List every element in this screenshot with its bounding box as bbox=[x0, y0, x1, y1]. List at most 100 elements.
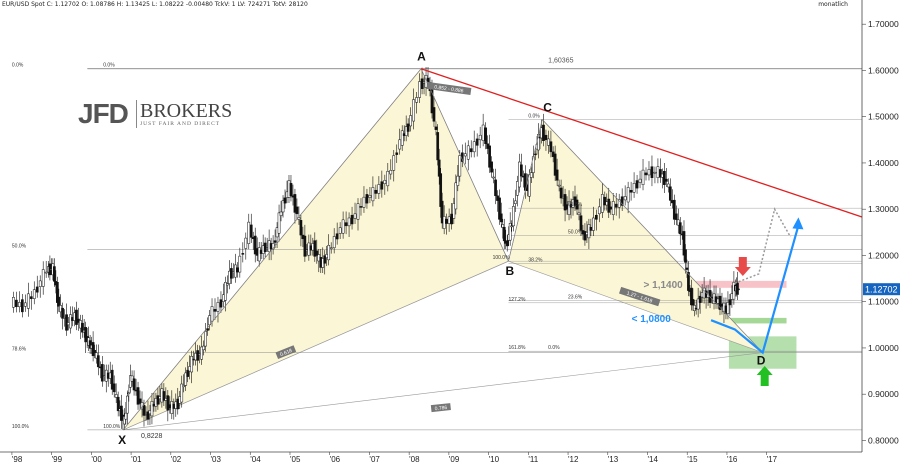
candle-body bbox=[315, 250, 319, 256]
candle-body bbox=[235, 267, 239, 273]
candle-body bbox=[392, 155, 396, 171]
y-tick-label: 1.30000 bbox=[868, 204, 899, 214]
candle-body bbox=[182, 385, 186, 388]
candle-body bbox=[142, 405, 146, 416]
candle-body bbox=[563, 194, 567, 211]
candle-body bbox=[202, 345, 205, 351]
candle-body bbox=[499, 213, 503, 223]
candle-body bbox=[436, 132, 440, 161]
candle-body bbox=[180, 383, 184, 403]
ratio-tag-text: 0.852 - 0.886 bbox=[434, 84, 464, 94]
candle-body bbox=[555, 169, 559, 181]
pattern-lines bbox=[122, 68, 863, 431]
ratio-tag-bg bbox=[619, 286, 661, 307]
candle-body bbox=[614, 203, 618, 208]
candle-body bbox=[406, 123, 410, 132]
candle-body bbox=[484, 127, 487, 144]
y-tick-label: 1.20000 bbox=[868, 250, 899, 260]
fib-xa-label: 50.0% bbox=[12, 243, 27, 249]
candle-body bbox=[362, 196, 366, 208]
y-tick-label: 1.50000 bbox=[868, 112, 899, 122]
candle-body bbox=[136, 387, 140, 405]
candle-body bbox=[678, 222, 682, 235]
x-tick-label: '00 bbox=[91, 455, 102, 464]
candle-body bbox=[434, 126, 438, 130]
candle-body bbox=[61, 307, 64, 319]
candle-body bbox=[674, 213, 678, 220]
candle-body bbox=[244, 237, 248, 249]
candle-body bbox=[35, 286, 39, 293]
candle-body bbox=[138, 398, 142, 404]
fib-bc-label: 61.8% bbox=[568, 202, 583, 208]
candle-body bbox=[400, 130, 404, 146]
candle-body bbox=[210, 306, 214, 322]
candle-body bbox=[575, 199, 579, 210]
candle-body bbox=[696, 298, 700, 310]
candle-body bbox=[374, 189, 378, 194]
candle-body bbox=[257, 247, 261, 262]
x-tick-label: '06 bbox=[330, 455, 341, 464]
candle-body bbox=[728, 299, 732, 306]
candle-body bbox=[718, 295, 722, 310]
fib-xa-label-right: 100.0% bbox=[103, 424, 121, 430]
candle-body bbox=[498, 197, 501, 220]
candle-body bbox=[273, 240, 277, 243]
candle-body bbox=[478, 134, 482, 141]
x-tick-label: '03 bbox=[211, 455, 222, 464]
candle-body bbox=[632, 183, 636, 193]
candle-body bbox=[516, 181, 519, 196]
point-label-d: D bbox=[757, 354, 766, 368]
candle-body bbox=[415, 97, 418, 103]
candle-body bbox=[594, 214, 598, 220]
candle-body bbox=[124, 412, 128, 420]
pattern-leg bbox=[420, 68, 509, 262]
candle-body bbox=[607, 198, 611, 213]
x-tick-label: '01 bbox=[131, 455, 142, 464]
candle-body bbox=[368, 195, 372, 198]
candle-body bbox=[226, 283, 229, 286]
candle-body bbox=[224, 282, 227, 301]
candle-body bbox=[200, 346, 203, 360]
candle-body bbox=[553, 153, 557, 176]
candle-body bbox=[380, 181, 384, 190]
candle-body bbox=[698, 295, 702, 303]
candle-body bbox=[638, 178, 642, 183]
candle-body bbox=[501, 224, 505, 228]
y-tick-label: 0.90000 bbox=[868, 389, 899, 399]
candle-body bbox=[18, 302, 21, 308]
candle-body bbox=[666, 183, 670, 188]
candle-body bbox=[475, 138, 479, 146]
candle-body bbox=[341, 219, 345, 234]
candle-body bbox=[650, 166, 654, 178]
fib-bc-label: 0.0% bbox=[528, 114, 540, 120]
y-tick-label: 1.40000 bbox=[868, 158, 899, 168]
xb-line bbox=[123, 260, 509, 431]
y-tick-label: 1.10000 bbox=[868, 297, 899, 307]
candle-body bbox=[20, 299, 24, 313]
x-tick-label: '10 bbox=[489, 455, 500, 464]
y-tick-label: 1.70000 bbox=[868, 19, 899, 29]
logo-tagline: JUST FAIR AND DIRECT bbox=[140, 121, 221, 127]
candle-body bbox=[116, 396, 120, 412]
pattern-leg bbox=[508, 119, 543, 262]
y-tick-label: 0.80000 bbox=[868, 435, 899, 445]
dotted-projection bbox=[734, 207, 792, 284]
candle-body bbox=[549, 141, 553, 153]
candle-body bbox=[219, 299, 223, 308]
candle-body bbox=[514, 200, 517, 204]
candle-body bbox=[611, 201, 615, 215]
candle-body bbox=[635, 180, 639, 189]
ratio-tag-text: 0.618 bbox=[279, 348, 293, 358]
x-tick-label: '15 bbox=[687, 455, 698, 464]
candle-body bbox=[641, 169, 645, 185]
blue-arrow-head bbox=[792, 217, 804, 230]
candle-body bbox=[737, 288, 740, 291]
candle-body bbox=[365, 194, 369, 204]
candle-body bbox=[57, 296, 61, 307]
candle-body bbox=[283, 197, 287, 204]
candle-body bbox=[166, 395, 170, 411]
candle-body bbox=[520, 164, 523, 177]
candle-body bbox=[685, 267, 689, 270]
candle-body bbox=[23, 302, 27, 307]
